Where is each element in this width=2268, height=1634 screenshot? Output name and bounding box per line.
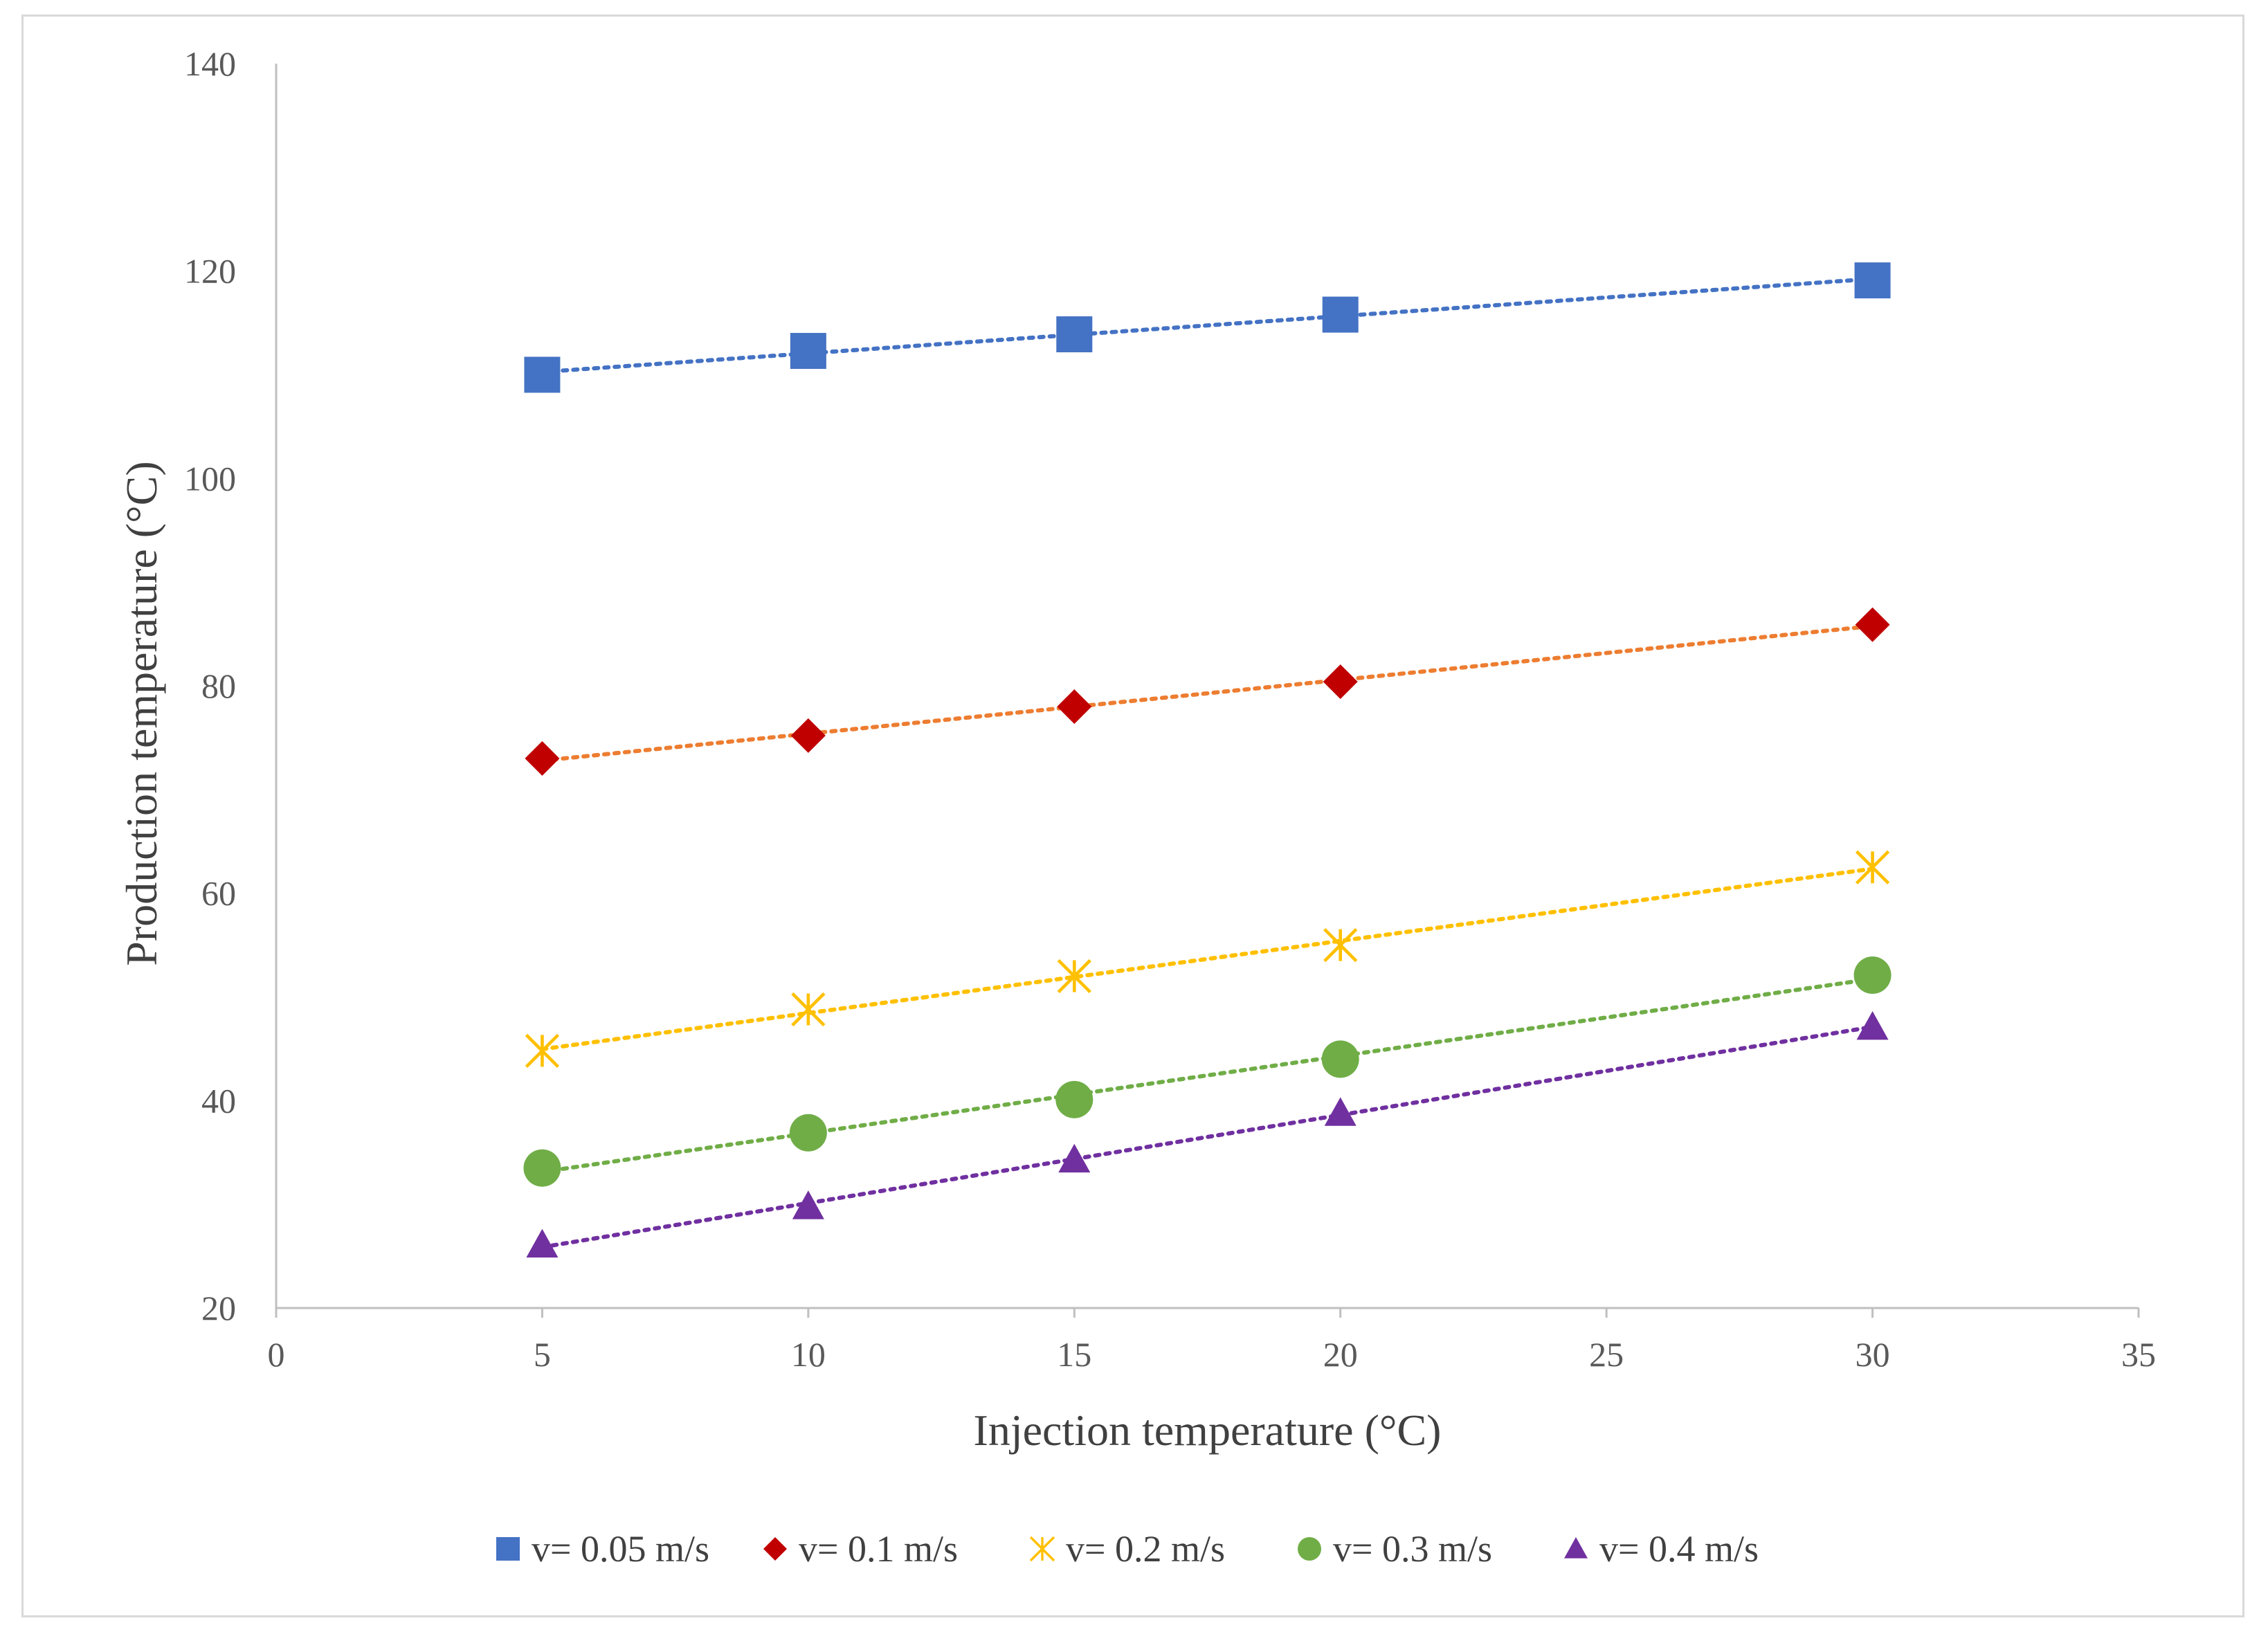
trendlines xyxy=(540,276,1875,1250)
x-tick-label: 30 xyxy=(1856,1335,1890,1374)
data-point xyxy=(792,1190,824,1219)
data-point xyxy=(790,718,826,753)
data-point xyxy=(523,1149,561,1187)
data-point xyxy=(1855,850,1890,884)
data-points xyxy=(523,262,1891,1258)
y-tick-label: 140 xyxy=(184,44,236,83)
data-point xyxy=(1057,689,1092,724)
data-point xyxy=(1853,956,1891,995)
legend-label: v= 0.2 m/s xyxy=(1066,1528,1225,1570)
legend-item: v= 0.1 m/s xyxy=(763,1528,958,1570)
data-point xyxy=(790,333,826,370)
chart-frame: 0 5 10 15 20 25 30 35 20 40 60 80 100 120 140 Injectio… xyxy=(21,15,2244,1617)
legend-label: v= 0.3 m/s xyxy=(1333,1528,1492,1570)
x-tick-label: 25 xyxy=(1589,1335,1624,1374)
legend-marker xyxy=(496,1537,520,1561)
data-point xyxy=(524,356,561,393)
x-tick-label: 5 xyxy=(534,1335,551,1374)
y-tick-label: 40 xyxy=(201,1081,236,1120)
data-point xyxy=(1855,607,1890,642)
legend-label: v= 0.05 m/s xyxy=(532,1528,709,1570)
trendline-v= 0.05 m/s xyxy=(540,276,1875,374)
chart: 0 5 10 15 20 25 30 35 20 40 60 80 100 120 140 Injectio… xyxy=(117,44,2156,1570)
y-tick-label: 20 xyxy=(201,1289,236,1327)
trendline-v= 0.2 m/s xyxy=(540,866,1875,1051)
legend-marker xyxy=(1564,1537,1588,1559)
legend-marker xyxy=(763,1537,787,1561)
data-point xyxy=(1055,1080,1094,1118)
legend-item: v= 0.05 m/s xyxy=(496,1528,709,1570)
data-point xyxy=(789,1114,827,1152)
data-point xyxy=(1056,316,1093,353)
legend-item: v= 0.4 m/s xyxy=(1564,1528,1759,1570)
data-point xyxy=(1322,296,1359,333)
y-tick-label: 80 xyxy=(201,666,236,705)
y-axis-title: Production temperature (°C) xyxy=(117,461,166,965)
trendline-v= 0.1 m/s xyxy=(540,624,1875,763)
data-point xyxy=(1856,1010,1889,1040)
legend-label: v= 0.1 m/s xyxy=(799,1528,958,1570)
data-point xyxy=(1057,959,1091,994)
trendline-v= 0.3 m/s xyxy=(540,977,1875,1174)
legend-label: v= 0.4 m/s xyxy=(1599,1528,1759,1570)
x-axis-title: Injection temperature (°C) xyxy=(974,1406,1442,1455)
data-point xyxy=(525,1033,560,1069)
data-point xyxy=(1854,262,1891,299)
axes xyxy=(275,64,2140,1318)
y-tick-label: 60 xyxy=(201,874,236,913)
legend: v= 0.05 m/s v= 0.1 m/s v= 0.2 m/s v= 0.3 m/… xyxy=(496,1528,1759,1570)
trendline-v= 0.4 m/s xyxy=(540,1024,1875,1250)
data-point xyxy=(526,1228,559,1258)
x-tick-label: 35 xyxy=(2121,1335,2156,1374)
data-point xyxy=(791,992,826,1027)
tick-labels: 0 5 10 15 20 25 30 35 20 40 60 80 100 120 140 xyxy=(184,44,2156,1374)
legend-marker xyxy=(1029,1536,1055,1562)
data-point xyxy=(1058,1143,1091,1173)
data-point xyxy=(525,741,560,776)
x-tick-label: 20 xyxy=(1323,1335,1358,1374)
legend-marker xyxy=(1298,1537,1321,1561)
data-point xyxy=(1321,1040,1359,1078)
x-tick-label: 15 xyxy=(1057,1335,1091,1374)
y-tick-label: 120 xyxy=(184,252,236,291)
y-tick-label: 100 xyxy=(184,459,236,498)
x-tick-label: 0 xyxy=(268,1335,285,1374)
data-point xyxy=(1324,1097,1357,1126)
x-tick-label: 10 xyxy=(791,1335,826,1374)
data-point xyxy=(1323,664,1358,700)
legend-item: v= 0.2 m/s xyxy=(1029,1528,1225,1570)
data-point xyxy=(1323,927,1358,963)
legend-item: v= 0.3 m/s xyxy=(1298,1528,1492,1570)
